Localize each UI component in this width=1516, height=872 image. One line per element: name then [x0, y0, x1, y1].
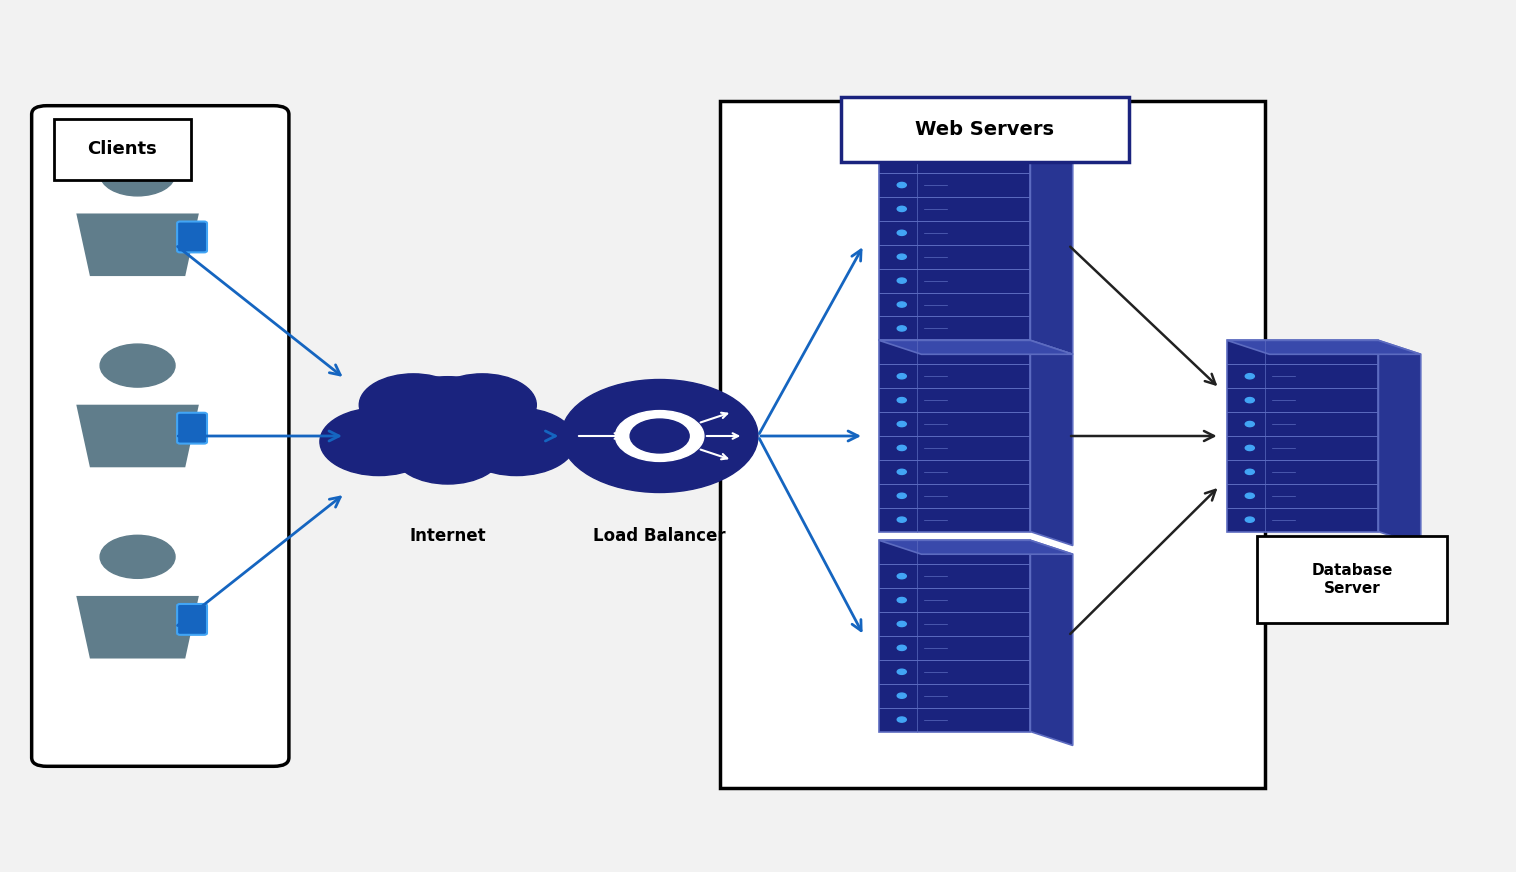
- FancyBboxPatch shape: [177, 604, 208, 635]
- Polygon shape: [76, 214, 199, 276]
- Polygon shape: [1031, 340, 1073, 546]
- Circle shape: [897, 207, 907, 212]
- Circle shape: [897, 517, 907, 522]
- Circle shape: [897, 494, 907, 499]
- Text: Database
Server: Database Server: [1311, 563, 1393, 596]
- Circle shape: [897, 278, 907, 283]
- Text: Clients: Clients: [88, 140, 158, 158]
- Polygon shape: [879, 541, 1073, 555]
- Circle shape: [320, 408, 438, 475]
- Text: Internet: Internet: [409, 527, 487, 545]
- Polygon shape: [1226, 340, 1420, 354]
- Polygon shape: [879, 541, 1031, 732]
- FancyBboxPatch shape: [1257, 536, 1446, 623]
- Circle shape: [897, 574, 907, 579]
- Circle shape: [100, 344, 174, 387]
- Polygon shape: [76, 596, 199, 658]
- Circle shape: [897, 398, 907, 403]
- Circle shape: [897, 326, 907, 331]
- Circle shape: [631, 419, 690, 453]
- Circle shape: [897, 302, 907, 307]
- FancyBboxPatch shape: [177, 221, 208, 252]
- Polygon shape: [1031, 149, 1073, 354]
- Circle shape: [561, 379, 758, 493]
- Circle shape: [897, 669, 907, 674]
- Polygon shape: [879, 340, 1073, 354]
- Circle shape: [100, 153, 174, 196]
- Circle shape: [374, 377, 522, 461]
- Circle shape: [100, 535, 174, 578]
- Circle shape: [897, 693, 907, 698]
- Circle shape: [1245, 446, 1254, 451]
- Circle shape: [897, 254, 907, 259]
- Circle shape: [897, 182, 907, 187]
- FancyBboxPatch shape: [720, 101, 1264, 788]
- Circle shape: [1245, 373, 1254, 378]
- Polygon shape: [1226, 340, 1378, 532]
- Polygon shape: [879, 149, 1073, 163]
- Circle shape: [897, 645, 907, 651]
- Circle shape: [897, 469, 907, 474]
- Circle shape: [897, 421, 907, 426]
- Circle shape: [897, 597, 907, 603]
- Circle shape: [1245, 517, 1254, 522]
- FancyBboxPatch shape: [177, 412, 208, 444]
- Text: Load Balancer: Load Balancer: [593, 527, 726, 545]
- Circle shape: [1245, 494, 1254, 499]
- Circle shape: [359, 374, 467, 436]
- Polygon shape: [879, 340, 1031, 532]
- Circle shape: [1245, 421, 1254, 426]
- Circle shape: [897, 622, 907, 627]
- Circle shape: [897, 373, 907, 378]
- Circle shape: [1245, 469, 1254, 474]
- FancyBboxPatch shape: [841, 97, 1129, 162]
- Circle shape: [458, 408, 576, 475]
- Circle shape: [1245, 398, 1254, 403]
- Polygon shape: [1031, 541, 1073, 746]
- Polygon shape: [76, 405, 199, 467]
- Polygon shape: [1378, 340, 1420, 546]
- FancyBboxPatch shape: [32, 106, 290, 766]
- FancyBboxPatch shape: [55, 119, 191, 180]
- Circle shape: [615, 411, 703, 461]
- Circle shape: [428, 374, 537, 436]
- Circle shape: [897, 446, 907, 451]
- Polygon shape: [879, 149, 1031, 340]
- Circle shape: [897, 230, 907, 235]
- Text: Web Servers: Web Servers: [916, 119, 1055, 139]
- Circle shape: [897, 717, 907, 722]
- Circle shape: [394, 422, 502, 484]
